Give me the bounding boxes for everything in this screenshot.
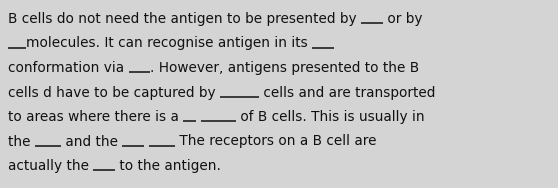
Text: the: the xyxy=(8,134,35,149)
Text: and the: and the xyxy=(61,134,123,149)
Text: B cells do not need the antigen to be presented by: B cells do not need the antigen to be pr… xyxy=(8,12,361,26)
Text: of B cells. This is usually in: of B cells. This is usually in xyxy=(235,110,425,124)
Text: conformation via: conformation via xyxy=(8,61,128,75)
Text: cells d have to be captured by: cells d have to be captured by xyxy=(8,86,220,99)
Text: cells and are transported: cells and are transported xyxy=(259,86,436,99)
Text: to areas where there is a: to areas where there is a xyxy=(8,110,183,124)
Text: or by: or by xyxy=(383,12,422,26)
Text: to the antigen.: to the antigen. xyxy=(116,159,221,173)
Text: . However, antigens presented to the B: . However, antigens presented to the B xyxy=(150,61,420,75)
Text: actually the: actually the xyxy=(8,159,93,173)
Text: molecules. It can recognise antigen in its: molecules. It can recognise antigen in i… xyxy=(26,36,311,51)
Text: The receptors on a B cell are: The receptors on a B cell are xyxy=(175,134,377,149)
